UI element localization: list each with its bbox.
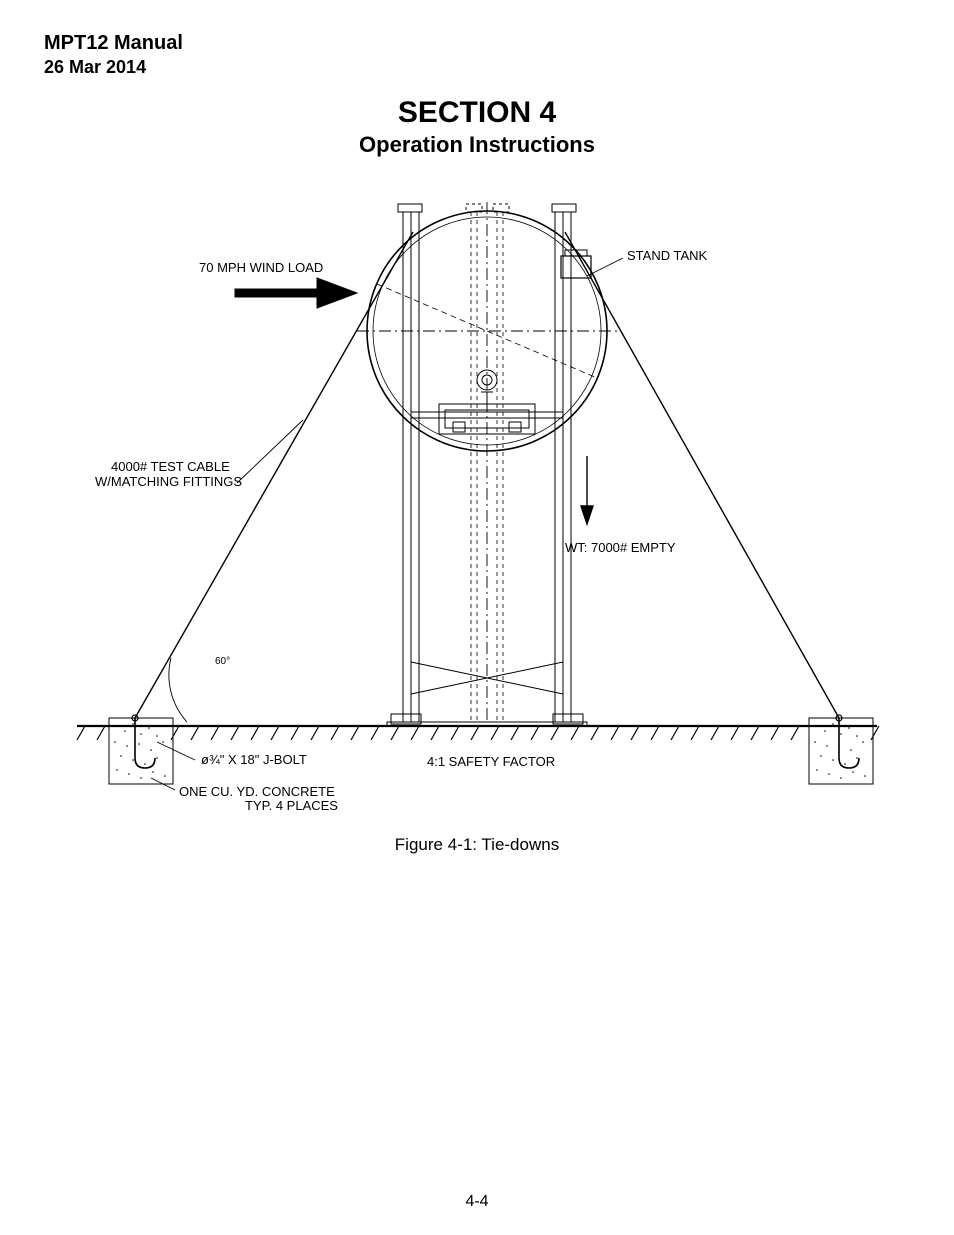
label-wind-load: 70 MPH WIND LOAD	[199, 260, 323, 275]
label-cable-2: W/MATCHING FITTINGS	[95, 474, 242, 489]
figure-tiedowns: 70 MPH WIND LOAD STAND TANK 4000# TEST C…	[67, 166, 887, 855]
section-number: SECTION 4	[44, 96, 910, 130]
label-cable-1: 4000# TEST CABLE	[111, 459, 230, 474]
label-angle: 60°	[215, 656, 230, 667]
label-stand-tank: STAND TANK	[627, 248, 708, 263]
label-concrete-2: TYP. 4 PLACES	[245, 798, 338, 813]
label-jbolt: ø¾" X 18" J-BOLT	[201, 752, 307, 767]
section-title: Operation Instructions	[44, 132, 910, 158]
doc-date: 26 Mar 2014	[44, 57, 910, 78]
label-concrete-1: ONE CU. YD. CONCRETE	[179, 784, 335, 799]
label-weight: WT: 7000# EMPTY	[565, 540, 676, 555]
doc-title: MPT12 Manual	[44, 32, 910, 55]
page-number: 4-4	[0, 1193, 954, 1211]
figure-caption: Figure 4-1: Tie-downs	[67, 835, 887, 855]
label-safety: 4:1 SAFETY FACTOR	[427, 754, 555, 769]
